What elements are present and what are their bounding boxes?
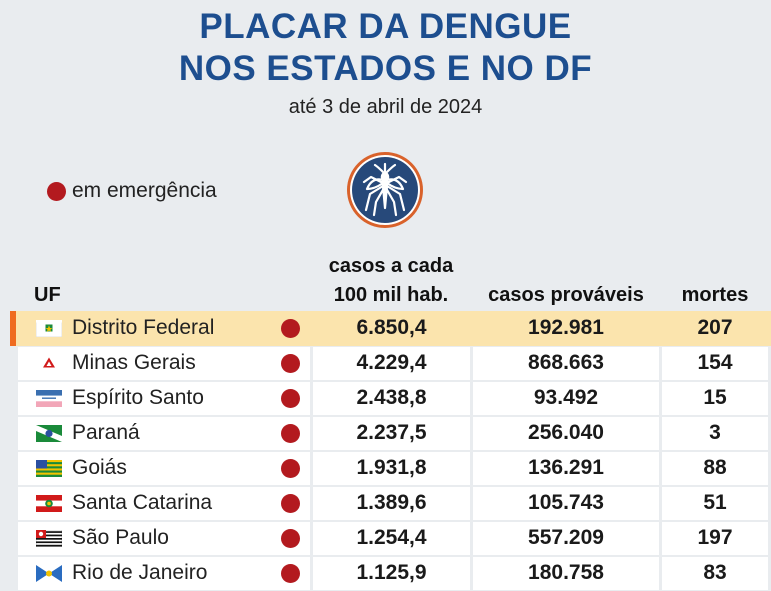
row-cell-bg (313, 382, 470, 415)
column-header-rate-line-2: 100 mil hab. (333, 284, 449, 306)
deaths-value: 3 (709, 421, 721, 444)
column-header-rate: casos a cada 100 mil hab. (312, 252, 470, 310)
emergency-dot-icon (281, 424, 300, 443)
row-highlight (10, 311, 771, 346)
column-header-rate-line-1: casos a cada (328, 255, 454, 277)
page-subtitle: até 3 de abril de 2024 (288, 96, 483, 118)
column-header-uf: UF (34, 284, 61, 306)
row-cell-bg (662, 522, 768, 555)
cases-value: 93.492 (533, 386, 599, 409)
cases-value: 105.743 (528, 491, 604, 514)
state-name: Minas Gerais (72, 351, 196, 374)
row-cell-bg (313, 452, 470, 485)
row-cell-bg (18, 382, 310, 415)
table-row: São Paulo 1.254,4 557.209 197 (0, 521, 771, 556)
sao-paulo-flag-icon (36, 530, 62, 547)
state-name: Paraná (72, 421, 140, 444)
emergency-dot-icon (281, 494, 300, 513)
rate-value: 4.229,4 (356, 351, 427, 374)
espirito-santo-flag-icon (36, 390, 62, 407)
cases-value: 256.040 (528, 421, 604, 444)
column-header-cases: casos prováveis (488, 284, 644, 306)
page-title: PLACAR DA DENGUE NOS ESTADOS E NO DF (0, 6, 771, 90)
minas-gerais-flag-icon (36, 355, 62, 372)
cases-value: 180.758 (528, 561, 604, 584)
row-cell-bg (313, 522, 470, 555)
mosquito-icon (347, 152, 423, 228)
state-name: Rio de Janeiro (72, 561, 208, 584)
goias-flag-icon (36, 460, 62, 477)
cases-value: 136.291 (528, 456, 604, 479)
row-cell-bg (473, 382, 659, 415)
table-body: Distrito Federal 6.850,4 192.981 207 Min… (0, 311, 771, 591)
emergency-dot-icon (281, 389, 300, 408)
rate-value: 1.931,8 (356, 456, 427, 479)
row-cell-bg (18, 522, 310, 555)
state-name: Santa Catarina (72, 491, 213, 514)
parana-flag-icon (36, 425, 62, 442)
cases-value: 557.209 (528, 526, 604, 549)
table-row: Espírito Santo 2.438,8 93.492 15 (0, 381, 771, 416)
title-line-1: PLACAR DA DENGUE (199, 7, 572, 46)
rate-value: 6.850,4 (356, 316, 427, 339)
deaths-value: 15 (703, 386, 727, 409)
rate-value: 1.254,4 (356, 526, 427, 549)
table-row: Goiás 1.931,8 136.291 88 (0, 451, 771, 486)
row-cell-bg (18, 417, 310, 450)
table-row: Minas Gerais 4.229,4 868.663 154 (0, 346, 771, 381)
emergency-dot-icon (281, 354, 300, 373)
deaths-value: 207 (697, 316, 733, 339)
row-cell-bg (662, 417, 768, 450)
deaths-value: 197 (697, 526, 733, 549)
row-cell-bg (313, 347, 470, 380)
column-header-deaths: mortes (681, 284, 749, 306)
cases-value: 868.663 (528, 351, 604, 374)
state-name: Goiás (72, 456, 127, 479)
row-cell-bg (18, 487, 310, 520)
emergency-dot-icon (281, 564, 300, 583)
table-row: Rio de Janeiro 1.125,9 180.758 83 (0, 556, 771, 591)
emergency-dot-icon (281, 319, 300, 338)
emergency-dot-icon (281, 459, 300, 478)
row-cell-bg (313, 487, 470, 520)
rate-value: 2.438,8 (356, 386, 427, 409)
table-row: Santa Catarina 1.389,6 105.743 51 (0, 486, 771, 521)
emergency-dot-icon (281, 529, 300, 548)
emergency-dot-icon (47, 181, 66, 201)
santa-catarina-flag-icon (36, 495, 62, 512)
row-cell-bg (313, 417, 470, 450)
rate-value: 1.125,9 (356, 561, 427, 584)
row-cell-bg (473, 522, 659, 555)
distrito-federal-flag-icon (36, 320, 62, 337)
row-cell-bg (473, 487, 659, 520)
row-cell-bg (18, 452, 310, 485)
legend-label: em emergência (72, 179, 217, 202)
row-cell-bg (662, 347, 768, 380)
row-cell-bg (473, 452, 659, 485)
row-cell-bg (473, 417, 659, 450)
cases-value: 192.981 (528, 316, 604, 339)
deaths-value: 154 (697, 351, 733, 374)
rate-value: 2.237,5 (356, 421, 427, 444)
row-highlight-bar (10, 311, 16, 346)
rate-value: 1.389,6 (356, 491, 427, 514)
table-row: Paraná 2.237,5 256.040 3 (0, 416, 771, 451)
title-line-2: NOS ESTADOS E NO DF (178, 49, 593, 88)
rio-de-janeiro-flag-icon (36, 565, 62, 582)
deaths-value: 88 (703, 456, 727, 479)
deaths-value: 51 (703, 491, 727, 514)
row-cell-bg (662, 487, 768, 520)
state-name: Espírito Santo (72, 386, 204, 409)
row-cell-bg (662, 452, 768, 485)
legend: em emergência (47, 179, 217, 203)
row-cell-bg (18, 347, 310, 380)
table-row: Distrito Federal 6.850,4 192.981 207 (0, 311, 771, 346)
state-name: Distrito Federal (72, 316, 215, 339)
row-cell-bg (473, 347, 659, 380)
deaths-value: 83 (703, 561, 727, 584)
state-name: São Paulo (72, 526, 169, 549)
row-cell-bg (662, 382, 768, 415)
